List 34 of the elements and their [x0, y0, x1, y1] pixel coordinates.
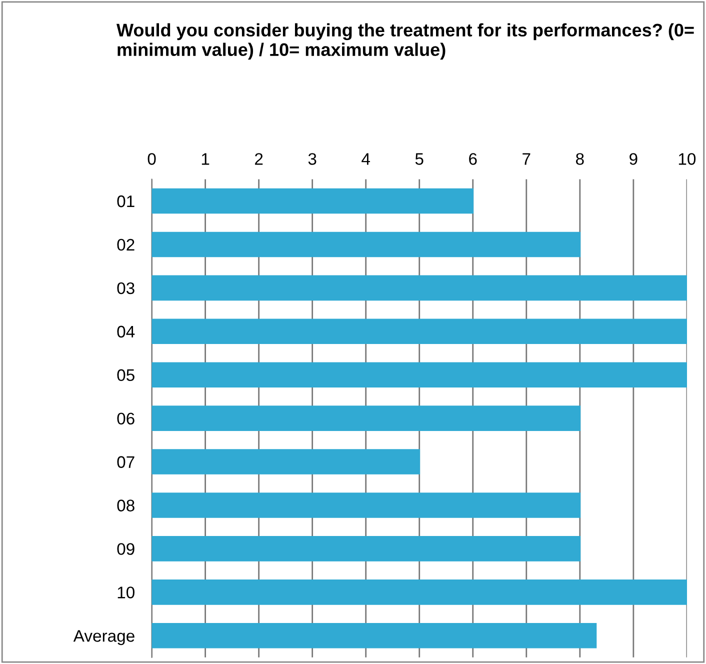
bar [152, 406, 581, 431]
y-tick-label: 01 [117, 195, 134, 208]
bar [152, 318, 687, 344]
x-tick-label: 2 [255, 153, 263, 165]
bar [152, 362, 687, 388]
x-tick-label: 9 [630, 153, 638, 165]
x-tick-label: 0 [148, 153, 156, 165]
bar [152, 492, 581, 518]
y-tick-label: 05 [117, 369, 134, 382]
x-tick-label: 4 [362, 153, 370, 165]
chart-title: Would you consider buying the treatment for its performances? (0= minimum value) / 10= maximum value) [116, 23, 694, 60]
bar [152, 188, 474, 214]
bar [152, 232, 581, 258]
y-tick-label: 08 [117, 500, 134, 512]
bar [152, 580, 687, 605]
y-tick-label: 07 [117, 456, 134, 468]
x-tick-label: 7 [522, 153, 530, 165]
bar [152, 536, 581, 562]
bar [152, 449, 420, 474]
x-tick-label: 5 [415, 153, 424, 165]
y-tick-label: 03 [117, 282, 134, 294]
bar [152, 622, 597, 648]
x-tick-label: 8 [576, 153, 584, 165]
y-tick-label: 04 [117, 326, 135, 338]
y-tick-label: 02 [117, 238, 134, 251]
bar [152, 275, 687, 301]
y-tick-label: 09 [117, 543, 134, 555]
x-tick-label: 6 [469, 153, 477, 165]
x-tick-label: 10 [678, 153, 696, 165]
y-tick-label: 10 [118, 586, 134, 598]
x-tick-label: 1 [202, 153, 210, 165]
y-tick-label: 06 [117, 412, 134, 425]
x-tick-label: 3 [308, 153, 316, 165]
y-tick-label: Average [73, 630, 134, 646]
